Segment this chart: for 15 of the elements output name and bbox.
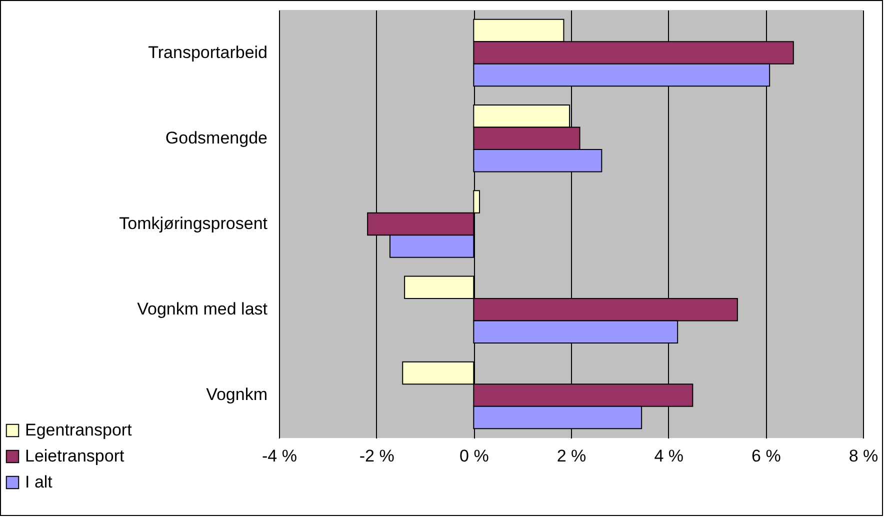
legend-label: Egentransport [25, 420, 132, 440]
x-tick-label: -4 % [262, 446, 297, 466]
y-tick-label: Godsmengde [165, 128, 268, 148]
legend-label: Leietransport [25, 446, 125, 466]
x-tick-label: 6 % [752, 446, 781, 466]
x-tick-label: 0 % [460, 446, 489, 466]
x-tick-label: 4 % [654, 446, 684, 466]
y-tick-label: Vognkm [206, 385, 268, 404]
x-tick-label: -2 % [359, 446, 394, 466]
y-tick-label: Transportarbeid [148, 42, 268, 62]
x-tick-label: 2 % [556, 446, 586, 466]
x-tick-label: 8 % [848, 446, 878, 466]
y-tick-label: Vognkm med last [137, 300, 268, 319]
y-tick-label: Tomkjøringsprosent [119, 214, 268, 233]
legend-label: I alt [25, 472, 53, 492]
